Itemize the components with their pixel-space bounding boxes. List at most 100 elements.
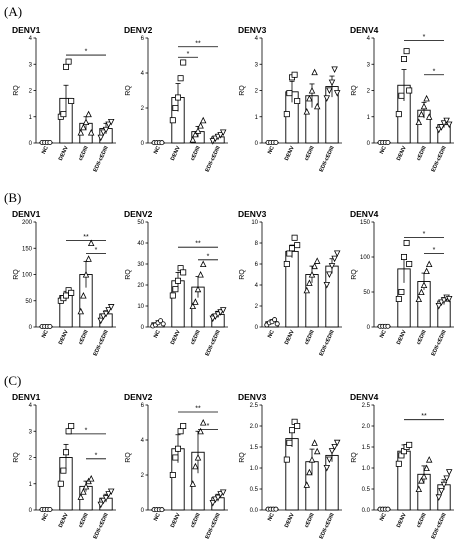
data-point (219, 307, 227, 314)
data-point (333, 250, 341, 257)
category-label: cEDIII (78, 329, 90, 346)
significance-label: * (187, 51, 190, 58)
category-label: NC (379, 512, 388, 522)
data-point (189, 136, 197, 143)
chart-title: DENV4 (350, 392, 379, 402)
data-point (323, 464, 331, 472)
category-label: EDII-cEDIII (319, 329, 336, 357)
data-point (82, 271, 90, 278)
y-tick-label: 10 (137, 304, 144, 310)
y-tick-label: 0 (141, 508, 145, 514)
y-tick-label: 0.0 (362, 508, 371, 514)
category-label: DENV (170, 512, 182, 529)
category-label: EDII-cEDIII (93, 145, 110, 173)
data-point (85, 255, 92, 262)
chart-10: DENV3 0.0 0.5 1.0 1.5 2.0 2.5 RQ NC DENV cEDIII EDI… (238, 392, 342, 540)
data-point (313, 447, 321, 455)
y-tick-label: 4 (255, 283, 259, 289)
data-point (100, 497, 107, 505)
y-tick-label: 4 (29, 36, 33, 42)
data-point (328, 263, 336, 270)
data-point (85, 110, 92, 118)
data-point (177, 428, 184, 435)
data-point (303, 286, 311, 294)
category-label: DENV (284, 512, 296, 529)
data-point (326, 87, 333, 94)
data-point (313, 102, 321, 110)
data-point (169, 292, 176, 299)
y-tick-label: 0 (29, 141, 33, 147)
data-point (63, 292, 70, 299)
chart-title: DENV2 (124, 392, 153, 402)
category-label: cEDIII (78, 145, 90, 162)
data-point (288, 245, 295, 252)
y-tick-label: 1 (367, 115, 371, 121)
chart-4: DENV1 0 50 100 150 200 RQ NC DENV cEDIII EDII-cEDI… (12, 209, 116, 357)
chart-title: DENV4 (350, 209, 379, 219)
category-label: DENV (170, 329, 182, 346)
y-tick-label: 1.5 (362, 445, 371, 451)
y-tick-label: 30 (137, 262, 144, 268)
y-axis-label: RQ (351, 452, 358, 463)
y-tick-label: 0 (141, 325, 145, 331)
significance-label: ** (195, 241, 201, 248)
data-point (395, 111, 402, 118)
y-axis-label: RQ (125, 269, 132, 280)
data-point (291, 234, 298, 241)
data-point (192, 298, 199, 305)
data-point (174, 445, 181, 452)
data-point (105, 491, 112, 498)
data-point (197, 271, 204, 278)
data-point (326, 271, 333, 278)
data-point (65, 58, 72, 65)
data-point (331, 443, 338, 451)
y-tick-label: 3 (367, 62, 371, 68)
data-point (294, 98, 301, 105)
data-point (415, 485, 423, 493)
y-tick-label: 8 (255, 241, 259, 247)
y-axis-label: RQ (13, 269, 20, 280)
data-point (159, 507, 165, 513)
data-point (177, 75, 184, 82)
data-point (169, 471, 176, 478)
y-tick-label: 1.0 (362, 466, 371, 472)
category-label: DENV (58, 145, 70, 162)
category-label: cEDIII (190, 145, 202, 162)
significance-label: ** (421, 413, 427, 420)
panel-label-b: (B) (4, 190, 21, 205)
data-point (435, 126, 443, 134)
data-point (400, 253, 407, 260)
data-point (107, 488, 115, 496)
data-point (406, 87, 413, 94)
y-tick-label: 2 (141, 473, 145, 479)
data-point (323, 281, 331, 289)
y-tick-label: 0 (255, 325, 259, 331)
data-point (286, 439, 293, 446)
data-point (77, 493, 85, 500)
category-label: DENV (396, 329, 408, 346)
y-axis-label: RQ (125, 452, 132, 463)
data-point (331, 255, 338, 263)
chart-title: DENV3 (238, 392, 267, 402)
data-point (445, 469, 453, 476)
data-point (438, 124, 445, 131)
significance-label: ** (195, 406, 201, 413)
data-point (80, 123, 87, 131)
data-point (328, 448, 336, 455)
significance-label: * (207, 423, 210, 430)
category-label: cEDIII (304, 329, 316, 346)
data-point (97, 317, 105, 325)
data-point (209, 138, 217, 145)
chart-7: DENV4 0 50 100 150 RQ NC DENV cEDIII EDII-cEDIII *… (350, 209, 454, 357)
data-point (209, 499, 217, 507)
data-point (303, 481, 311, 488)
y-tick-label: 1.0 (250, 466, 259, 472)
data-point (273, 139, 279, 145)
y-tick-label: 10 (251, 220, 258, 226)
y-tick-label: 0 (367, 325, 371, 331)
data-point (87, 475, 95, 482)
data-point (82, 118, 90, 125)
data-point (306, 468, 313, 476)
chart-title: DENV2 (124, 209, 153, 219)
